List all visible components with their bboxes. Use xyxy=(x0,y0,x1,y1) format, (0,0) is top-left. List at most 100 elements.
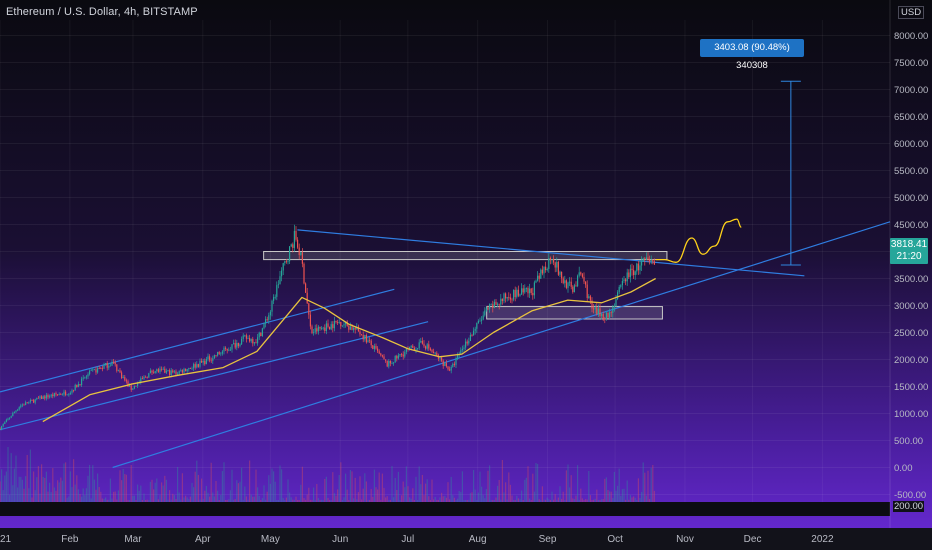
x-axis-bar[interactable] xyxy=(0,528,932,550)
volume-bar xyxy=(269,483,271,502)
candle-body xyxy=(73,390,75,392)
volume-bar xyxy=(521,490,523,502)
candle-body xyxy=(100,368,102,370)
candle-body xyxy=(597,308,599,315)
volume-bar xyxy=(63,463,65,502)
volume-bar xyxy=(177,466,179,502)
candle-body xyxy=(292,244,294,248)
volume-bar xyxy=(76,475,78,502)
volume-bar xyxy=(540,499,542,502)
candle-body xyxy=(549,257,551,261)
candle-body xyxy=(583,276,585,282)
candle-body xyxy=(426,344,428,349)
candle-body xyxy=(527,287,529,294)
candle-body xyxy=(37,397,39,399)
volume-bar xyxy=(447,482,449,502)
volume-bar xyxy=(285,497,287,502)
volume-bar xyxy=(165,479,167,502)
candle-body xyxy=(311,326,313,334)
candle-body xyxy=(153,372,155,374)
candle-body xyxy=(629,268,631,278)
volume-bar xyxy=(623,488,625,502)
candle-body xyxy=(588,296,590,298)
volume-bar xyxy=(284,499,286,502)
volume-bar xyxy=(321,499,323,502)
volume-bar xyxy=(47,491,49,502)
trendlines xyxy=(0,221,891,469)
candle-body xyxy=(481,319,483,321)
volume-bar xyxy=(191,482,193,502)
candle-body xyxy=(217,351,219,356)
candle-body xyxy=(631,268,633,271)
candle-body xyxy=(391,363,393,365)
candle-body xyxy=(644,258,646,260)
candle-body xyxy=(207,356,209,360)
volume-bar xyxy=(149,481,151,502)
candle-body xyxy=(535,280,537,283)
volume-bar xyxy=(333,493,335,502)
candle-body xyxy=(465,341,467,348)
volume-bar xyxy=(500,499,502,502)
volume-bar xyxy=(282,498,284,502)
y-tick-label: 6000.00 xyxy=(894,139,928,150)
volume-bar xyxy=(370,489,372,502)
candle-body xyxy=(279,276,281,285)
volume-bar xyxy=(0,481,1,502)
candle-body xyxy=(282,263,284,271)
candle-body xyxy=(450,366,452,371)
candle-body xyxy=(39,396,41,399)
volume-bar xyxy=(628,499,630,502)
candle-body xyxy=(183,368,185,373)
candle-body xyxy=(639,265,641,271)
volume-bar xyxy=(460,491,462,502)
candle-body xyxy=(61,394,63,396)
volume-bar xyxy=(610,491,612,502)
candle-body xyxy=(610,312,612,314)
candle-body xyxy=(503,293,505,302)
candle-body xyxy=(508,297,510,298)
volume-bar xyxy=(319,500,321,502)
volume-bar xyxy=(234,499,236,502)
candle-body xyxy=(399,354,401,356)
candle-body xyxy=(602,314,604,319)
candle-body xyxy=(36,397,38,400)
volume-bar xyxy=(561,498,563,502)
candle-body xyxy=(69,392,71,395)
candle-body xyxy=(569,281,571,283)
candle-body xyxy=(556,261,558,268)
currency-label[interactable]: USD xyxy=(898,6,925,19)
volume-bar xyxy=(519,499,521,502)
volume-bar xyxy=(89,464,91,502)
candle-body xyxy=(532,292,534,296)
candle-body xyxy=(84,377,86,379)
candle-body xyxy=(628,272,630,278)
candle-body xyxy=(444,363,446,366)
candle-body xyxy=(354,327,356,330)
volume-bar xyxy=(436,499,438,502)
candle-body xyxy=(237,342,239,346)
volume-bar xyxy=(572,498,574,502)
volume-bar xyxy=(9,494,11,502)
candle-body xyxy=(313,332,315,334)
volume-bar xyxy=(28,488,30,502)
x-axis: 2021 Feb Mar Apr May Jun Jul Aug Sep Oct Nov Dec 202… xyxy=(0,534,834,545)
candle-body xyxy=(538,275,540,279)
volume-bar xyxy=(564,499,566,502)
volume-bar xyxy=(556,499,558,502)
volume-bar xyxy=(461,471,463,502)
candle-body xyxy=(260,332,262,337)
volume-bar xyxy=(169,490,171,502)
candle-body xyxy=(425,346,427,349)
volume-bar xyxy=(133,495,135,502)
volume-bar xyxy=(257,487,259,502)
volume-bar xyxy=(477,492,479,502)
candle-body xyxy=(290,244,292,247)
candle-body xyxy=(466,341,468,344)
volume-bar xyxy=(265,499,267,502)
volume-bar xyxy=(244,486,246,502)
volume-bar xyxy=(57,480,59,502)
candle-body xyxy=(287,261,289,262)
volume-bar xyxy=(410,498,412,502)
volume-bar xyxy=(426,479,428,502)
